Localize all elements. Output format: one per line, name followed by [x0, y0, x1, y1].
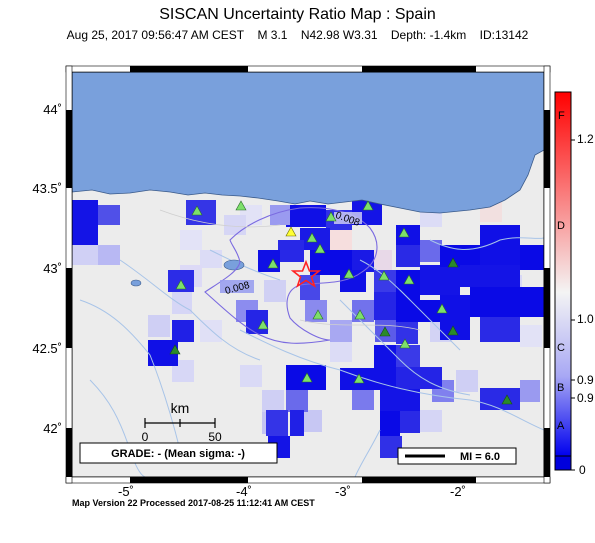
station-marker [191, 205, 203, 216]
event-magnitude: M 3.1 [257, 28, 288, 42]
station-marker [403, 274, 415, 285]
colorbar-value-label: 1.0 [577, 312, 594, 326]
station-marker [378, 270, 390, 281]
station-marker [501, 394, 513, 405]
station-marker [399, 338, 411, 349]
station-marker [353, 373, 365, 384]
colorbar [554, 91, 575, 471]
station-marker [312, 309, 324, 320]
epicenter-star [290, 259, 322, 288]
colorbar-grade-label: A [557, 420, 565, 432]
station-marker [175, 279, 187, 290]
event-location: N42.98 W3.31 [300, 28, 378, 42]
event-id: ID:13142 [479, 28, 529, 42]
lake [223, 259, 245, 271]
contour-label: 0.008 [220, 280, 254, 297]
y-tick-label: 44˚ [43, 102, 62, 117]
colorbar-value-label: 0 [579, 463, 586, 477]
stations [169, 200, 513, 405]
grade-box: GRADE: - (Mean sigma: -) [79, 442, 278, 464]
colorbar-value-label: 1.2 [577, 132, 594, 146]
colorbar-grade-label: C [557, 342, 565, 354]
event-depth: Depth: -1.4km [390, 28, 467, 42]
svg-text:0: 0 [142, 430, 149, 444]
scale-bar: km 0 50 [142, 400, 222, 444]
station-marker [285, 226, 297, 237]
x-tick-label: -4˚ [236, 484, 252, 499]
map-border [65, 65, 551, 484]
map-title: SISCAN Uncertainty Ratio Map : Spain [159, 6, 436, 23]
sea-area [72, 72, 544, 214]
map-version-footer: Map Version 22 Processed 2017-08-25 11:1… [72, 498, 315, 508]
station-marker [447, 257, 459, 268]
station-marker [257, 319, 269, 330]
station-marker [447, 325, 459, 336]
station-marker [325, 211, 337, 222]
station-marker [314, 243, 326, 254]
station-marker [343, 268, 355, 279]
colorbar-grade-label: F [558, 110, 565, 122]
colorbar-grade-label: B [557, 382, 565, 394]
svg-text:km: km [171, 400, 190, 416]
y-tick-label: 43.5˚ [32, 181, 62, 196]
svg-text:MI = 6.0: MI = 6.0 [460, 451, 500, 463]
y-tick-label: 43˚ [43, 261, 62, 276]
station-marker [169, 344, 181, 355]
station-marker [301, 372, 313, 383]
y-tick-label: 42˚ [43, 421, 62, 436]
x-tick-label: -2˚ [450, 484, 466, 499]
station-marker [235, 200, 247, 211]
station-marker [379, 326, 391, 337]
station-marker [306, 232, 318, 243]
colorbar-value-label: 0.9 [577, 391, 594, 405]
colorbar-grade-label: D [557, 220, 565, 232]
station-marker [398, 227, 410, 238]
svg-text:GRADE: - (Mean sigma: -): GRADE: - (Mean sigma: -) [111, 448, 245, 460]
event-datetime: Aug 25, 2017 09:56:47 AM CEST [66, 28, 245, 42]
colorbar-value-label: 0.9 [577, 373, 594, 387]
lake [130, 279, 142, 287]
x-tick-label: -5˚ [118, 484, 134, 499]
station-marker [354, 309, 366, 320]
event-subtitle: Aug 25, 2017 09:56:47 AM CEST M 3.1 N42.… [0, 28, 595, 42]
x-tick-label: -3˚ [335, 484, 351, 499]
y-tick-label: 42.5˚ [32, 341, 62, 356]
svg-text:50: 50 [208, 430, 222, 444]
station-marker [267, 258, 279, 269]
station-marker [362, 200, 374, 211]
mi-legend: MI = 6.0 [397, 447, 517, 465]
station-marker [436, 303, 448, 314]
